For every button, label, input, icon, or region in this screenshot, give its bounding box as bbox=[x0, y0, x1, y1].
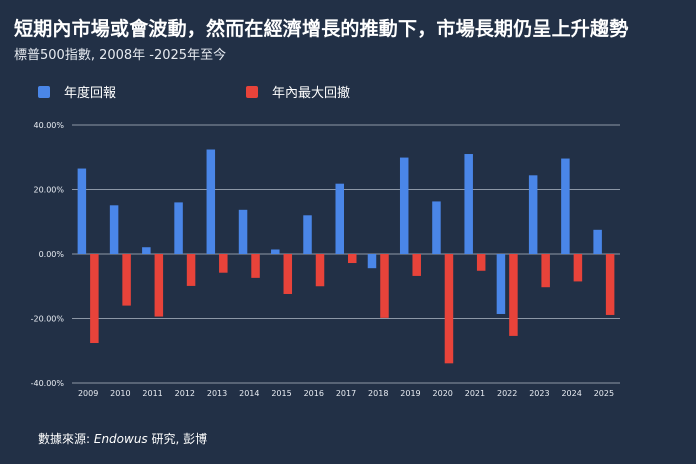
y-tick-label: 40.00% bbox=[33, 121, 64, 130]
bar-max-drawdown-2018 bbox=[380, 254, 389, 318]
bar-annual-return-2020 bbox=[432, 201, 441, 254]
x-tick-label: 2020 bbox=[433, 389, 453, 398]
bar-annual-return-2022 bbox=[496, 254, 506, 314]
x-tick-label: 2012 bbox=[175, 389, 195, 398]
bar-max-drawdown-2022 bbox=[509, 254, 518, 336]
bar-max-drawdown-2019 bbox=[412, 254, 421, 276]
bar-annual-return-2025 bbox=[593, 229, 602, 254]
bar-annual-return-2010 bbox=[109, 205, 119, 254]
bar-annual-return-2017 bbox=[335, 183, 344, 254]
bar-annual-return-2011 bbox=[142, 247, 151, 254]
y-tick-label: 0.00% bbox=[39, 250, 65, 259]
x-tick-label: 2011 bbox=[142, 389, 162, 398]
x-tick-label: 2025 bbox=[594, 389, 614, 398]
bar-annual-return-2016 bbox=[303, 215, 312, 254]
x-tick-label: 2017 bbox=[336, 389, 356, 398]
bar-max-drawdown-2012 bbox=[186, 254, 196, 286]
x-tick-label: 2019 bbox=[400, 389, 420, 398]
bar-max-drawdown-2024 bbox=[573, 254, 583, 282]
legend-swatch-blue bbox=[38, 85, 50, 98]
legend-swatch-red bbox=[246, 85, 258, 98]
x-tick-label: 2016 bbox=[304, 389, 324, 398]
bar-max-drawdown-2023 bbox=[541, 254, 550, 288]
bar-annual-return-2009 bbox=[77, 168, 87, 254]
x-tick-label: 2014 bbox=[239, 389, 259, 398]
y-tick-label: -40.00% bbox=[31, 379, 65, 388]
bar-max-drawdown-2013 bbox=[219, 254, 228, 273]
bar-max-drawdown-2020 bbox=[444, 254, 454, 364]
x-tick-label: 2024 bbox=[561, 389, 581, 398]
chart-title: 短期內市場或會波動，然而在經濟增長的推動下，市場長期仍呈上升趨勢 bbox=[14, 18, 629, 40]
x-tick-label: 2018 bbox=[368, 389, 388, 398]
legend-item-annual-return: 年度回報 bbox=[38, 82, 116, 101]
legend-label-annual-return: 年度回報 bbox=[64, 86, 117, 101]
x-tick-label: 2021 bbox=[465, 389, 485, 398]
x-tick-label: 2010 bbox=[110, 389, 130, 398]
bar-max-drawdown-2021 bbox=[476, 254, 486, 271]
source-brand: Endowus bbox=[93, 432, 148, 446]
bar-chart: 40.00% 20.00% 0.00% -20.00% -40.00% 2009 2010 2… bbox=[31, 121, 620, 398]
bar-max-drawdown-2010 bbox=[122, 254, 131, 306]
x-tick-label: 2013 bbox=[207, 389, 227, 398]
bar-annual-return-2021 bbox=[464, 154, 473, 254]
bar-max-drawdown-2011 bbox=[154, 254, 164, 317]
bar-max-drawdown-2016 bbox=[315, 254, 325, 287]
bar-annual-return-2015 bbox=[271, 249, 280, 254]
x-tick-label: 2015 bbox=[271, 389, 291, 398]
x-tick-label: 2022 bbox=[497, 389, 517, 398]
bar-max-drawdown-2015 bbox=[283, 254, 293, 294]
source-suffix: 研究, 彭博 bbox=[147, 432, 208, 446]
legend-label-max-drawdown: 年內最大回撤 bbox=[272, 86, 351, 101]
bar-annual-return-2012 bbox=[174, 202, 183, 254]
source-note: 數據來源: Endowus 研究, 彭博 bbox=[38, 430, 207, 447]
x-tick-label: 2023 bbox=[529, 389, 549, 398]
bar-annual-return-2024 bbox=[561, 158, 570, 254]
legend-item-max-drawdown: 年內最大回撤 bbox=[246, 82, 350, 101]
bar-annual-return-2018 bbox=[367, 254, 377, 269]
source-prefix: 數據來源: bbox=[38, 432, 94, 446]
bar-max-drawdown-2025 bbox=[605, 254, 615, 315]
bar-annual-return-2013 bbox=[206, 149, 216, 254]
bar-annual-return-2014 bbox=[238, 209, 248, 254]
bar-max-drawdown-2014 bbox=[251, 254, 260, 278]
bar-max-drawdown-2017 bbox=[348, 254, 357, 264]
x-tick-label: 2009 bbox=[78, 389, 98, 398]
bar-annual-return-2019 bbox=[399, 157, 409, 254]
chart-subtitle: 標普500指數, 2008年 -2025年至今 bbox=[14, 48, 227, 63]
bar-annual-return-2023 bbox=[528, 175, 538, 254]
bar-max-drawdown-2009 bbox=[90, 254, 99, 344]
y-tick-label: 20.00% bbox=[33, 186, 64, 195]
y-tick-label: -20.00% bbox=[31, 315, 65, 324]
legend: 年度回報 年內最大回撤 bbox=[38, 82, 458, 101]
